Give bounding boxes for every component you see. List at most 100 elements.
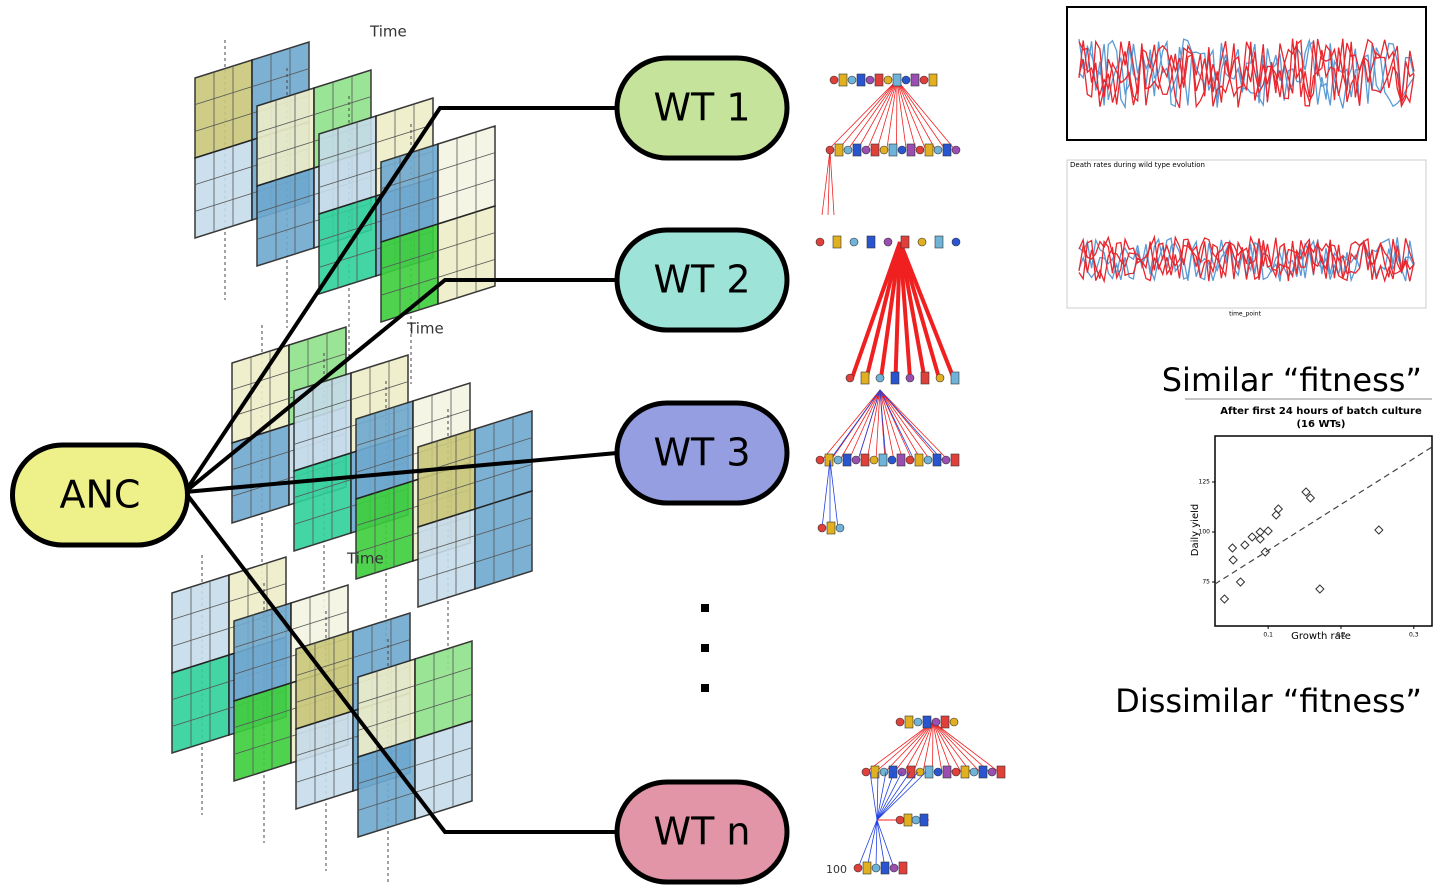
net-edge [877, 772, 918, 820]
net-node [929, 74, 937, 86]
time-label: Time [346, 550, 384, 568]
net-node [879, 454, 887, 466]
data-point [1261, 548, 1269, 556]
net-node [911, 74, 919, 86]
data-point [1302, 488, 1310, 496]
data-point [1375, 526, 1383, 534]
net-node [871, 144, 879, 156]
net-edge [867, 820, 877, 868]
net-edge [880, 390, 942, 460]
net-node [833, 236, 841, 248]
scatter-title: (16 WTs) [1296, 419, 1345, 430]
net-node [920, 814, 928, 826]
net-node [893, 74, 901, 86]
net-node [924, 456, 932, 464]
net-node [988, 768, 996, 776]
net-node [942, 456, 950, 464]
net-node [884, 76, 892, 84]
grid-panels: TimeTimeTime [172, 23, 532, 885]
panel [294, 453, 351, 551]
scatter-plot: After first 24 hours of batch culture(16… [1190, 406, 1432, 642]
net-node [918, 238, 926, 246]
net-node [943, 766, 951, 778]
net-node [826, 146, 834, 154]
net-node [872, 864, 880, 872]
net-node [906, 374, 914, 382]
x-axis-label: Growth rate [1291, 631, 1351, 642]
time-label: Time [369, 23, 407, 41]
net-edge [868, 80, 897, 148]
net-node [843, 454, 851, 466]
net-node [952, 768, 960, 776]
net-edge [822, 390, 880, 460]
net-edge [877, 772, 902, 820]
panel [257, 168, 314, 266]
panel [296, 711, 353, 809]
net-edge [933, 722, 934, 772]
x-axis-label: time_point [1229, 311, 1262, 318]
net-node [870, 456, 878, 464]
net-edge [933, 722, 971, 772]
net-node [997, 766, 1005, 778]
plot-frame [1067, 160, 1426, 308]
data-point [1264, 527, 1272, 535]
net-node [906, 456, 914, 464]
panel [195, 140, 252, 238]
net-node [925, 144, 933, 156]
net-node [933, 454, 941, 466]
net-node [880, 768, 888, 776]
net-edge [849, 390, 880, 460]
net-node [901, 236, 909, 248]
net-node [899, 862, 907, 874]
data-point [1248, 533, 1256, 541]
y-tick-label: 75 [1202, 579, 1210, 586]
trend-line [1215, 447, 1432, 584]
ellipsis-dot [701, 684, 709, 692]
net-edge [822, 460, 830, 528]
y-tick-label: 125 [1199, 479, 1211, 486]
net-node [890, 864, 898, 872]
x-tick-label: 0,3 [1409, 632, 1419, 639]
plot-title: Death rates during wild type evolution [1070, 161, 1205, 169]
net-edge [895, 722, 934, 772]
data-point [1241, 541, 1249, 549]
data-point [1228, 544, 1236, 552]
net-node [889, 144, 897, 156]
net-node [934, 768, 942, 776]
timeseries-plots: Death rates during wild type evolution ti… [1067, 7, 1426, 318]
networks: 100 [816, 74, 1005, 876]
net-node [857, 74, 865, 86]
ellipsis-dot [701, 644, 709, 652]
similar-caption: Similar “fitness” [1162, 361, 1422, 399]
panel [232, 425, 289, 523]
node-label: WT n [654, 810, 751, 854]
net-node [861, 372, 869, 384]
net-node [816, 238, 824, 246]
net-edge [858, 820, 877, 868]
net-node [835, 144, 843, 156]
panel [438, 206, 495, 304]
net-edge [904, 722, 933, 772]
net-edge [859, 80, 898, 148]
net-node [881, 862, 889, 874]
net-edge [897, 80, 954, 148]
net-node [825, 454, 833, 466]
net-node [932, 718, 940, 726]
net-node [905, 716, 913, 728]
node-label: WT 3 [653, 431, 750, 475]
net-edge [933, 722, 999, 772]
panel [234, 683, 291, 781]
net-node [934, 146, 942, 154]
net-node [844, 146, 852, 154]
net-edge [880, 390, 948, 460]
net-node [941, 716, 949, 728]
net-edge [897, 80, 935, 148]
net-node [853, 144, 861, 156]
network-label: 100 [826, 863, 847, 876]
panel [172, 655, 229, 753]
data-point [1229, 556, 1237, 564]
net-node [852, 456, 860, 464]
ellipsis-dot [701, 604, 709, 612]
panel [418, 509, 475, 607]
plot-frame [1215, 436, 1432, 626]
